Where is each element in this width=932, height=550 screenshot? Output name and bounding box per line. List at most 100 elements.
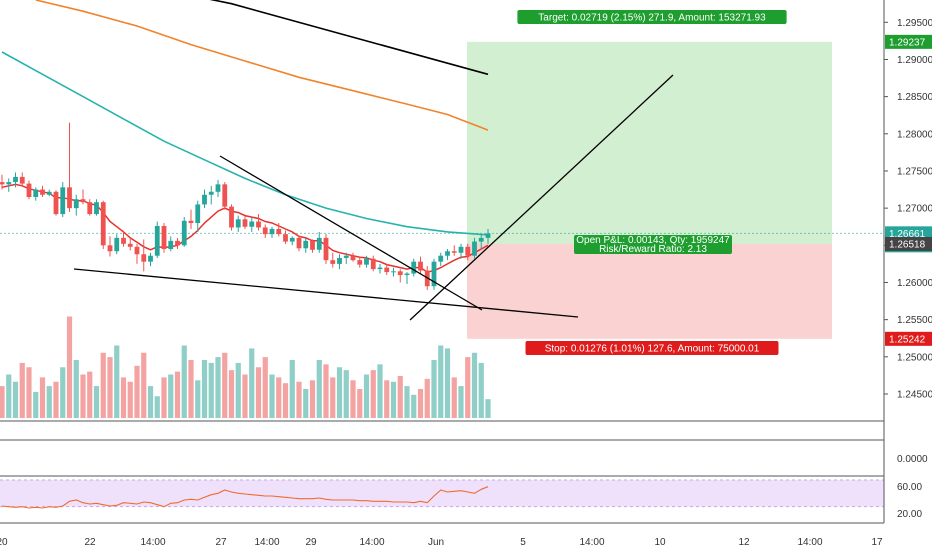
candle[interactable] <box>316 231 322 253</box>
candle[interactable] <box>235 215 241 232</box>
candle[interactable] <box>283 230 288 244</box>
volume-bar <box>12 381 19 418</box>
candle[interactable] <box>323 234 329 264</box>
candle[interactable] <box>53 190 59 216</box>
candle[interactable] <box>168 236 174 252</box>
candle[interactable] <box>215 179 221 197</box>
candle[interactable] <box>40 185 45 197</box>
candle[interactable] <box>188 209 194 229</box>
candle-body <box>391 271 396 273</box>
candle[interactable] <box>249 217 255 232</box>
target-price-tag-box[interactable] <box>885 34 932 49</box>
candle[interactable] <box>100 200 106 250</box>
trendline-upper[interactable] <box>219 155 483 311</box>
trendline-lower[interactable] <box>73 268 579 318</box>
stop-label[interactable]: Stop: 0.01276 (1.01%) 127.6, Amount: 750… <box>525 341 779 355</box>
candle[interactable] <box>6 178 12 192</box>
candle[interactable] <box>26 180 32 200</box>
candle[interactable] <box>296 235 302 252</box>
candle[interactable] <box>222 182 228 210</box>
volume-bar <box>363 374 370 418</box>
candle[interactable] <box>364 255 369 268</box>
candle[interactable] <box>384 263 390 276</box>
candle[interactable] <box>127 237 133 251</box>
volume-bar <box>282 383 289 418</box>
candle[interactable] <box>458 243 464 259</box>
candle[interactable] <box>310 239 315 253</box>
candle[interactable] <box>485 228 491 244</box>
candle[interactable] <box>377 263 383 274</box>
candle-body <box>438 255 444 262</box>
candle[interactable] <box>269 226 275 238</box>
candle[interactable] <box>107 236 113 257</box>
candle-body <box>154 225 160 256</box>
candle[interactable] <box>370 255 376 272</box>
target-label[interactable]: Target: 0.02719 (2.15%) 271.9, Amount: 1… <box>517 10 787 24</box>
candle-body <box>242 219 248 227</box>
candle[interactable] <box>337 254 342 270</box>
candle[interactable] <box>303 237 309 253</box>
candle[interactable] <box>141 239 147 272</box>
trendline-breakout[interactable] <box>409 74 674 321</box>
candle-body <box>296 237 302 249</box>
volume-bar <box>438 345 444 418</box>
pnl-label[interactable]: Open P&L: 0.00143, Qty: 1959247Risk/Rewa… <box>574 235 732 255</box>
candle[interactable] <box>67 122 72 212</box>
candle[interactable] <box>114 234 120 255</box>
candle[interactable] <box>276 223 282 237</box>
candle[interactable] <box>60 182 66 218</box>
volume-bar <box>228 370 235 418</box>
candle-body <box>46 191 52 195</box>
price-tick-label: 1.28500 <box>897 92 932 103</box>
candle[interactable] <box>121 230 126 247</box>
candle[interactable] <box>256 214 261 231</box>
candle[interactable] <box>478 234 484 250</box>
stop-price-tag-box[interactable] <box>885 331 932 346</box>
candle[interactable] <box>418 256 423 274</box>
candle[interactable] <box>208 185 214 205</box>
candle[interactable] <box>465 243 471 261</box>
candle[interactable] <box>148 252 153 267</box>
candle-body <box>67 187 72 209</box>
candle[interactable] <box>46 189 52 197</box>
candle[interactable] <box>161 223 167 253</box>
candle[interactable] <box>438 252 444 267</box>
volume-bar <box>195 380 201 418</box>
candle[interactable] <box>94 199 99 216</box>
target-zone[interactable] <box>467 41 832 244</box>
candle[interactable] <box>357 257 363 268</box>
candle[interactable] <box>87 199 93 216</box>
candle[interactable] <box>13 172 18 188</box>
candle[interactable] <box>472 237 477 259</box>
candle[interactable] <box>154 221 160 258</box>
candle[interactable] <box>19 172 25 186</box>
candle[interactable] <box>175 237 180 250</box>
candle[interactable] <box>229 204 234 231</box>
candle[interactable] <box>391 267 396 277</box>
candle[interactable] <box>80 189 86 205</box>
entry-price-tag-box[interactable] <box>885 236 932 251</box>
candle[interactable] <box>202 189 207 209</box>
candle[interactable] <box>451 245 457 256</box>
candle[interactable] <box>242 215 248 229</box>
candle[interactable] <box>431 258 437 290</box>
candle[interactable] <box>73 194 79 216</box>
candle[interactable] <box>330 252 336 268</box>
candle-body <box>458 246 464 253</box>
candle[interactable] <box>134 243 140 264</box>
candle[interactable] <box>181 217 187 247</box>
time-tick-label: 5 <box>520 537 526 548</box>
candle[interactable] <box>0 174 5 190</box>
stop-zone[interactable] <box>467 243 832 339</box>
candle[interactable] <box>343 252 349 264</box>
candle[interactable] <box>411 258 417 277</box>
candle[interactable] <box>445 249 450 261</box>
candle[interactable] <box>195 200 201 232</box>
candle[interactable] <box>397 269 403 283</box>
candle[interactable] <box>262 224 268 238</box>
candle[interactable] <box>289 236 295 246</box>
candle[interactable] <box>350 252 356 262</box>
candle[interactable] <box>404 272 410 284</box>
candle[interactable] <box>33 187 39 201</box>
